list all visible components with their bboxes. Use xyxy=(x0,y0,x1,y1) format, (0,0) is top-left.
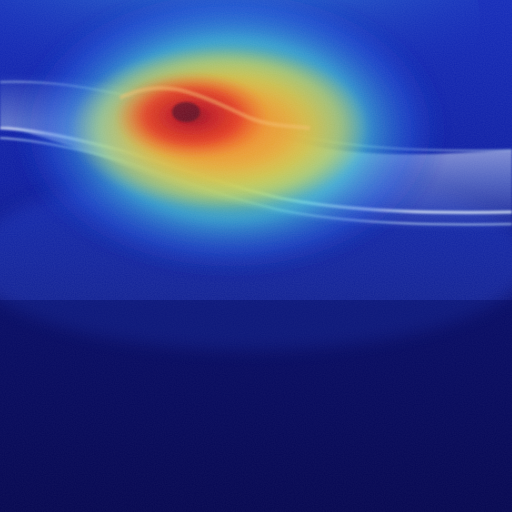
bottom-shade xyxy=(0,300,512,512)
